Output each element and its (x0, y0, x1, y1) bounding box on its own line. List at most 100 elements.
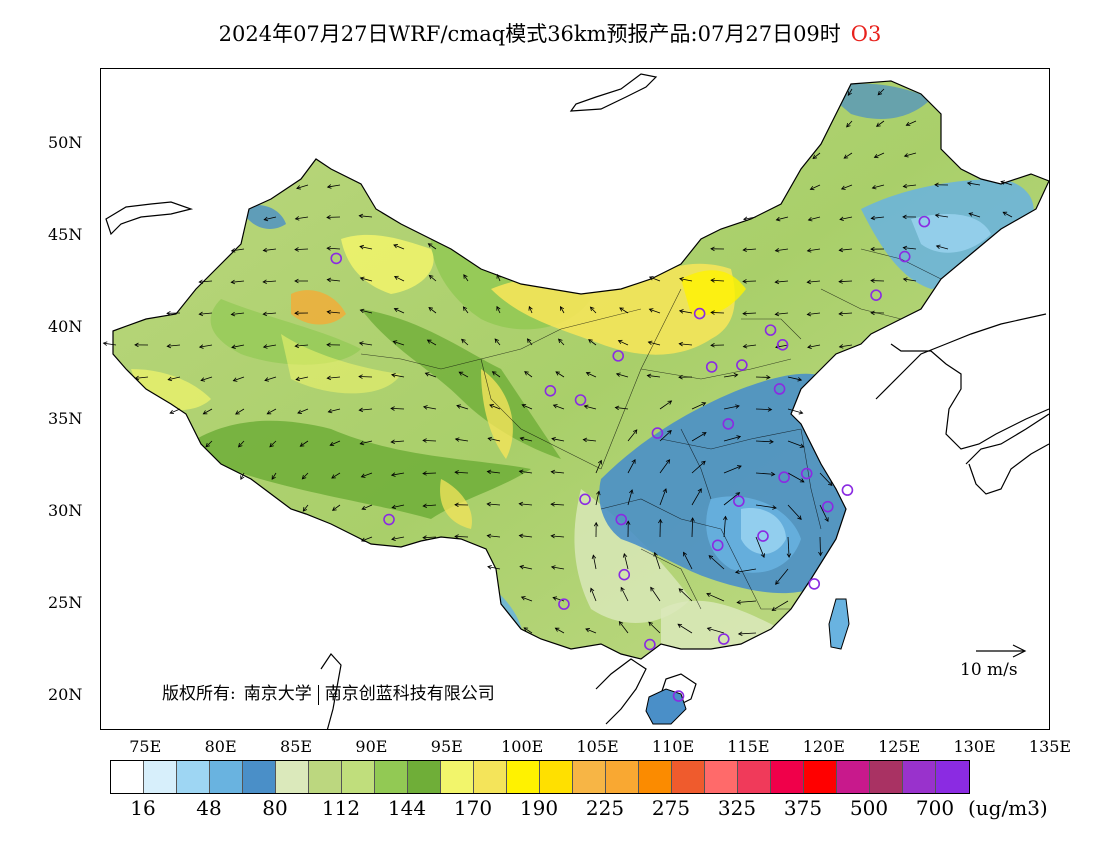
wind-arrow (264, 216, 277, 221)
legend-swatch (672, 761, 705, 793)
wind-arrow-head (618, 621, 624, 626)
station-marker (383, 513, 395, 526)
wind-arrow-head (797, 377, 803, 382)
wind-arrow-head (647, 340, 653, 346)
wind-arrow (812, 152, 821, 159)
wind-arrow-head (690, 517, 695, 522)
wind-arrow (708, 555, 725, 570)
wind-arrow-head (798, 410, 804, 415)
legend-label: 225 (585, 796, 625, 820)
wind-arrow (391, 440, 405, 443)
wind-arrow (524, 371, 533, 378)
wind-arrow-head (665, 459, 671, 464)
wind-arrow (519, 503, 533, 506)
wind-arrow-head (706, 627, 712, 632)
wind-arrow-head (491, 371, 497, 376)
wind-arrow-head (422, 405, 428, 410)
wind-arrow-head (232, 377, 238, 382)
wind-arrow-head (550, 502, 555, 507)
legend-label: 700 (915, 796, 955, 820)
wind-arrow-head (838, 247, 844, 253)
wind-arrow-head (806, 279, 812, 285)
wind-arrow-head (772, 505, 777, 510)
wind-arrow-head (390, 406, 395, 411)
wind-arrow (839, 280, 853, 283)
wind-arrow (677, 623, 693, 634)
legend-swatch (276, 761, 309, 793)
legend-label: 275 (651, 796, 691, 820)
wind-arrow (328, 408, 341, 413)
wind-arrow-head (723, 515, 728, 521)
wind-arrow-head (550, 565, 556, 570)
wind-arrow (872, 184, 885, 189)
wind-arrow-head (329, 441, 335, 447)
title-variable: O3 (850, 22, 882, 46)
wind-arrow-head (426, 339, 432, 344)
wind-arrow-head (701, 432, 707, 437)
wind-arrow (425, 372, 437, 378)
wind-arrow-head (806, 311, 812, 317)
wind-arrow-head (770, 471, 776, 477)
ozone-map[interactable] (101, 69, 1050, 730)
copyright-notice: 版权所有: 南京大学 南京创蓝科技有限公司 (162, 679, 495, 705)
wind-arrow (359, 342, 373, 346)
legend-swatch (540, 761, 573, 793)
wind-arrow-head (263, 216, 269, 222)
wind-arrow (463, 306, 469, 314)
wind-arrow (521, 596, 533, 602)
longitude-label: 95E (430, 737, 463, 756)
wind-arrow-head (797, 515, 802, 520)
wind-arrow-head (799, 478, 805, 483)
wind-arrow-head (205, 442, 211, 448)
wind-arrow-head (230, 311, 236, 317)
wind-arrow (428, 307, 437, 314)
legend-swatch (705, 761, 738, 793)
wind-arrow-head (422, 535, 427, 540)
legend-swatch (111, 761, 144, 793)
wind-arrow-head (555, 371, 561, 376)
wind-arrow-head (428, 307, 434, 312)
wind-arrow (807, 280, 821, 283)
wind-arrow-head (238, 442, 243, 448)
longitude-label: 100E (501, 737, 544, 756)
wind-arrow-head (1002, 211, 1008, 216)
wind-reference-label: 10 m/s (960, 660, 1018, 680)
wind-arrow-head (266, 410, 272, 415)
wind-arrow-head (632, 429, 638, 434)
wind-arrow (240, 472, 245, 480)
wind-arrow (737, 600, 757, 603)
wind-arrow-head (519, 436, 525, 442)
wind-arrow-head (462, 306, 468, 311)
wind-arrow-head (583, 404, 589, 410)
wind-arrow (755, 472, 775, 475)
wind-arrow-head (582, 437, 588, 443)
wind-arrow (691, 517, 694, 538)
longitude-label: 105E (576, 737, 619, 756)
wind-arrow (627, 429, 638, 442)
wind-arrow-head (667, 400, 673, 405)
wind-arrow (360, 277, 373, 282)
wind-arrow (583, 439, 597, 442)
wind-arrow-head (677, 623, 683, 628)
longitude-label: 120E (802, 737, 845, 756)
wind-arrow-head (902, 214, 907, 220)
map-frame[interactable] (100, 68, 1050, 730)
wind-arrow (267, 408, 277, 415)
wind-arrow (359, 215, 373, 218)
province-borders (360, 248, 942, 610)
wind-arrow-head (552, 404, 558, 409)
station-marker (776, 339, 789, 351)
wind-arrow-head (774, 311, 780, 317)
wind-arrow-head (902, 277, 908, 282)
wind-arrow (231, 280, 245, 283)
wind-arrow (618, 340, 629, 346)
wind-arrow (679, 343, 693, 346)
longitude-label: 110E (651, 737, 695, 756)
wind-arrow (775, 280, 789, 283)
wind-arrow-head (521, 403, 527, 409)
color-legend (110, 760, 970, 794)
station-marker (579, 493, 591, 506)
wind-arrow (711, 312, 725, 314)
wind-arrow (332, 504, 341, 511)
longitude-label: 90E (355, 737, 388, 756)
